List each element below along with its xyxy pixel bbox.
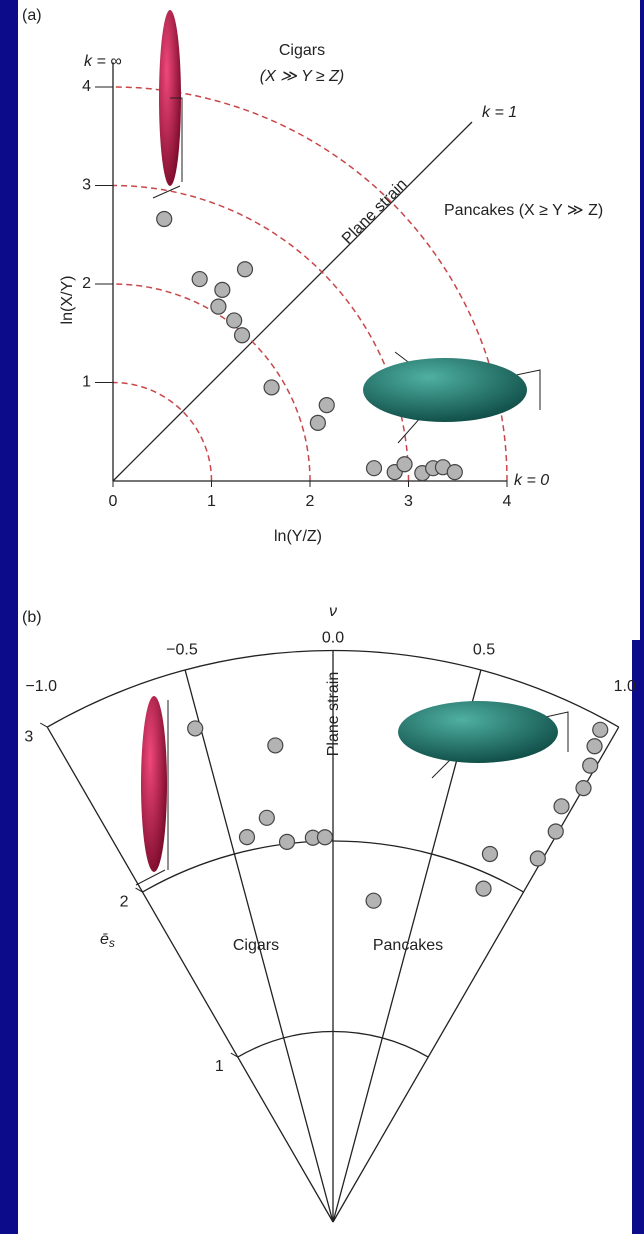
data-point [227, 313, 242, 328]
data-point [576, 781, 591, 796]
x-tick-label: 1 [207, 493, 216, 510]
pancakes-label: Pancakes (X ≥ Y ≫ Z) [444, 202, 603, 219]
data-point [279, 834, 294, 849]
data-point [215, 282, 230, 297]
panel-label: (a) [22, 7, 42, 24]
k-label: k = 0 [514, 472, 549, 489]
panel-a-bg [18, 0, 640, 640]
y-tick-label: 3 [82, 177, 91, 194]
y-tick-label: 3 [24, 728, 33, 745]
pancake-ellipsoid [398, 701, 558, 763]
data-point [397, 457, 412, 472]
data-point [476, 881, 491, 896]
y-tick-label: 2 [82, 275, 91, 292]
y-axis-label-sub: s [109, 936, 115, 950]
data-point [548, 824, 563, 839]
plane-strain-label: Plane strain [325, 672, 342, 757]
x-tick-label: 3 [404, 493, 413, 510]
y-axis-label: ln(X/Y) [59, 276, 76, 325]
x-tick-label: 0.0 [322, 630, 344, 647]
data-point [554, 799, 569, 814]
cigars-label: Cigars [279, 42, 325, 59]
y-tick-label: 1 [82, 374, 91, 391]
data-point [157, 211, 172, 226]
x-tick-label: 0 [109, 493, 118, 510]
y-tick-label: 1 [215, 1058, 224, 1075]
data-point [319, 398, 334, 413]
data-point [310, 415, 325, 430]
y-tick-label: 4 [82, 78, 91, 95]
data-point [192, 272, 207, 287]
k-label: k = ∞ [84, 53, 122, 70]
data-point [259, 810, 274, 825]
data-point [530, 851, 545, 866]
data-point [587, 739, 602, 754]
x-tick-label: 1.0 [614, 678, 636, 695]
x-axis-label: ν [329, 603, 337, 620]
data-point [593, 722, 608, 737]
x-tick-label: −1.0 [25, 678, 57, 695]
cigar-ellipsoid [141, 696, 167, 872]
data-point [482, 847, 497, 862]
x-tick-label: 0.5 [473, 642, 495, 659]
x-axis-label: ln(Y/Z) [274, 528, 322, 545]
data-point [239, 830, 254, 845]
data-point [268, 738, 283, 753]
data-point [264, 380, 279, 395]
data-point [188, 721, 203, 736]
data-point [211, 299, 226, 314]
pancake-ellipsoid [363, 358, 527, 422]
data-point [317, 830, 332, 845]
data-point [447, 465, 462, 480]
data-point [235, 328, 250, 343]
data-point [367, 461, 382, 476]
cigars-label: Cigars [233, 937, 279, 954]
cigars-condition: (X ≫ Y ≥ Z) [260, 68, 345, 85]
x-tick-label: 4 [503, 493, 512, 510]
figure: (a) k = 1 k = ∞ k = 0 Plane strain Cigar… [0, 0, 644, 1234]
y-tick-label: 2 [120, 893, 129, 910]
y-axis-label-main: ē [100, 931, 109, 948]
data-point [237, 262, 252, 277]
x-tick-label: 2 [306, 493, 315, 510]
data-point [366, 893, 381, 908]
panel-label: (b) [22, 609, 42, 626]
k-label: k = 1 [482, 104, 517, 121]
x-tick-label: −0.5 [166, 642, 198, 659]
data-point [583, 758, 598, 773]
